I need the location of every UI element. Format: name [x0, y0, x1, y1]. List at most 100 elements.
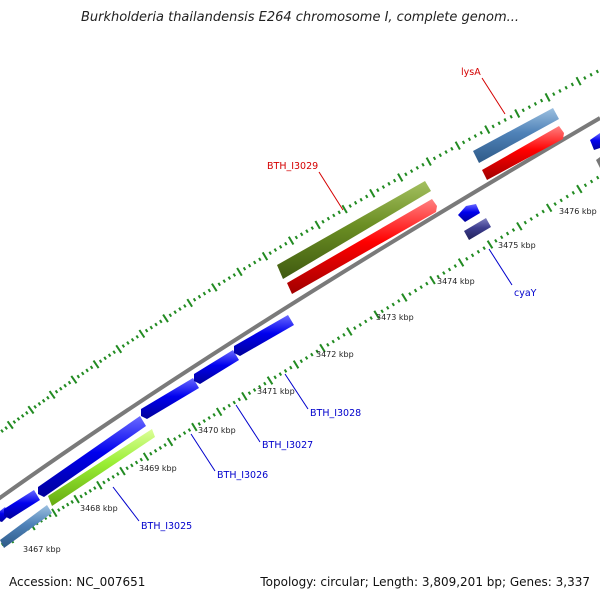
minor-tick [453, 264, 457, 268]
minor-tick [473, 134, 477, 138]
minor-tick [337, 210, 341, 215]
major-tick [544, 92, 551, 102]
minor-tick [482, 246, 486, 251]
gene-feature [277, 181, 431, 279]
minor-tick [353, 326, 357, 331]
major-tick [266, 376, 274, 385]
minor-tick [232, 273, 237, 277]
gene-label-cyaY: cyaY [514, 288, 537, 299]
minor-tick [159, 319, 163, 324]
cds-feature [596, 157, 600, 168]
major-tick [514, 109, 521, 118]
minor-tick [497, 121, 501, 126]
minor-tick [387, 181, 391, 186]
minor-tick [533, 101, 538, 106]
minor-tick [66, 502, 70, 507]
minor-tick [237, 397, 241, 402]
minor-tick [479, 130, 483, 135]
minor-tick [294, 235, 299, 240]
minor-tick [332, 213, 336, 218]
major-tick [261, 251, 269, 261]
minor-tick [126, 341, 130, 345]
minor-tick [232, 400, 236, 405]
callout-line [284, 373, 309, 410]
major-tick [27, 405, 35, 415]
minor-tick [273, 375, 277, 380]
minor-tick [54, 389, 59, 394]
minor-tick [447, 267, 452, 272]
minor-tick [438, 153, 442, 158]
gene-label-BTH_I3027: BTH_I3027 [262, 440, 313, 451]
minor-tick [227, 276, 232, 280]
minor-tick [89, 365, 94, 370]
minor-tick [336, 336, 341, 341]
minor-tick [348, 204, 352, 208]
inner-tick-ring [0, 175, 600, 548]
minor-tick [278, 244, 283, 249]
major-tick [545, 203, 553, 213]
cds-row-inner [0, 315, 294, 522]
minor-tick [589, 72, 593, 77]
minor-tick [491, 124, 495, 129]
minor-tick [494, 238, 498, 243]
minor-tick [304, 356, 309, 360]
minor-tick [144, 328, 149, 333]
major-tick [576, 184, 583, 194]
minor-tick [358, 322, 362, 327]
minor-tick [173, 310, 177, 315]
gene-feature [48, 429, 155, 506]
minor-tick [182, 431, 187, 435]
minor-tick [541, 209, 545, 214]
minor-tick [419, 285, 423, 290]
major-tick [236, 267, 243, 277]
minor-tick [253, 260, 257, 265]
minor-tick [98, 359, 103, 364]
minor-tick [559, 198, 563, 203]
minor-tick [116, 472, 120, 476]
scale-label: 3470 kbp [198, 426, 236, 435]
minor-tick [130, 463, 134, 468]
gene-label-BTH_I3026: BTH_I3026 [217, 470, 268, 481]
major-tick [241, 391, 248, 401]
gene-feature [287, 199, 437, 294]
gene-label-BTH_I3028: BTH_I3028 [310, 408, 361, 419]
callout-line [481, 77, 506, 115]
minor-tick [134, 460, 139, 465]
major-tick [215, 407, 223, 417]
major-tick [397, 173, 404, 182]
map-title: Burkholderia thailandensis E264 chromoso… [80, 10, 520, 25]
scale-label: 3469 kbp [139, 464, 177, 473]
minor-tick [558, 89, 562, 93]
callout-line [235, 404, 261, 443]
minor-tick [149, 451, 153, 456]
major-tick [457, 258, 465, 267]
minor-tick [391, 302, 395, 307]
scale-label: 3474 kbp [437, 277, 475, 286]
minor-tick [263, 381, 267, 386]
minor-tick [326, 216, 331, 221]
minor-tick [413, 288, 418, 293]
minor-tick [273, 248, 278, 252]
minor-tick [80, 371, 85, 376]
major-tick [401, 293, 408, 302]
minor-tick [359, 197, 363, 202]
major-tick [369, 188, 376, 198]
minor-tick [461, 140, 466, 145]
scale-label: 3467 kbp [23, 545, 61, 554]
major-tick [119, 466, 126, 476]
minor-tick [212, 412, 216, 417]
minor-tick [242, 266, 247, 271]
minor-tick [59, 386, 63, 391]
major-tick [70, 375, 78, 384]
minor-tick [197, 422, 201, 426]
minor-tick [364, 319, 368, 324]
minor-tick [67, 380, 72, 385]
cds-feature [141, 378, 199, 419]
minor-tick [408, 292, 412, 296]
minor-tick [103, 356, 107, 361]
cds-feature [458, 204, 480, 222]
minor-tick [380, 309, 384, 314]
minor-tick [4, 426, 8, 430]
minor-tick [247, 263, 252, 268]
minor-tick [527, 105, 531, 109]
